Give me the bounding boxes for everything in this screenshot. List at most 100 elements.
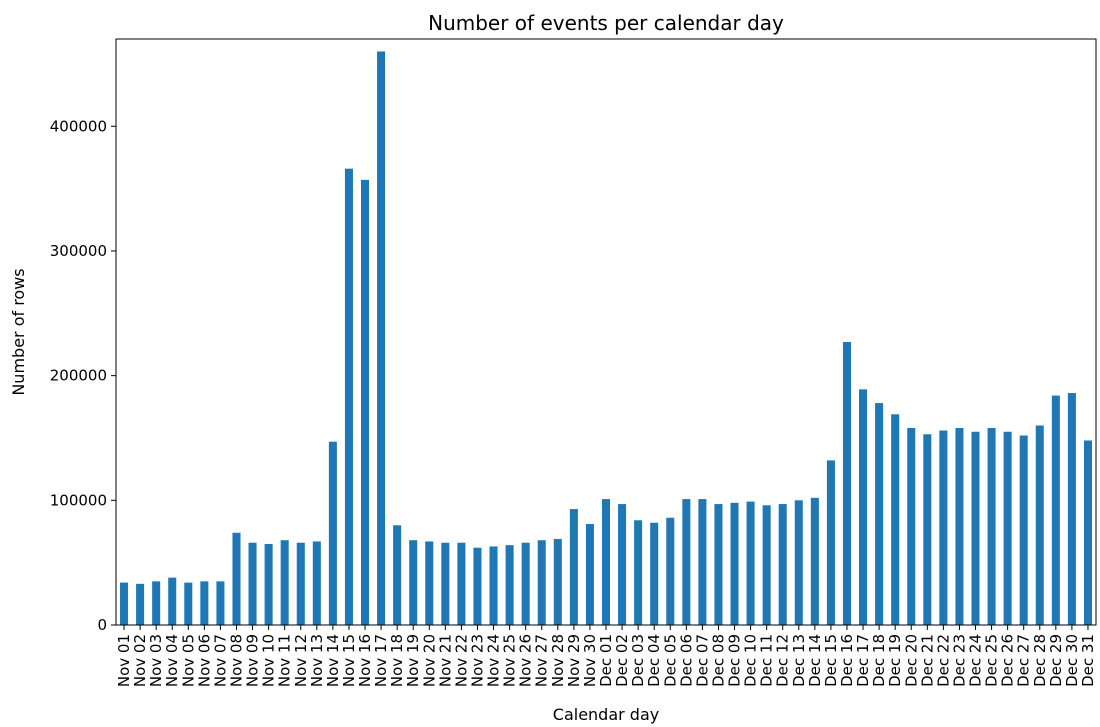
x-tick-label: Nov 03: [147, 634, 165, 687]
bar: [505, 545, 514, 625]
bar: [842, 341, 851, 625]
x-tick-label: Dec 04: [645, 634, 663, 687]
bar: [971, 431, 980, 625]
bar: [312, 541, 321, 625]
bar: [168, 577, 177, 625]
x-tick-label: Nov 29: [565, 634, 583, 687]
x-tick-label: Nov 17: [372, 634, 390, 687]
bar: [650, 522, 659, 625]
bar: [328, 441, 337, 625]
bar: [521, 542, 530, 625]
bar: [810, 497, 819, 625]
bar: [216, 581, 225, 625]
x-tick-label: Dec 22: [934, 634, 952, 687]
y-tick-label: 100000: [50, 491, 107, 509]
x-tick-label: Nov 07: [211, 634, 229, 687]
bar: [698, 499, 707, 625]
x-tick-label: Nov 15: [340, 634, 358, 687]
y-tick-label: 200000: [50, 367, 107, 385]
bar: [553, 538, 562, 625]
bar: [778, 504, 787, 625]
bar: [296, 542, 305, 625]
bar: [1003, 431, 1012, 625]
x-tick-label: Dec 16: [838, 634, 856, 687]
bar: [601, 499, 611, 625]
y-tick-label: 300000: [50, 242, 107, 260]
x-tick-label: Nov 06: [195, 634, 213, 687]
bar: [409, 540, 418, 625]
x-tick-label: Dec 29: [1047, 634, 1065, 687]
x-tick-label: Nov 21: [436, 634, 454, 687]
bar: [746, 501, 755, 625]
x-tick-label: Nov 13: [308, 634, 326, 687]
bar: [939, 430, 948, 625]
x-tick-label: Nov 27: [533, 634, 551, 687]
y-axis-label: Number of rows: [9, 268, 28, 395]
bar: [826, 460, 835, 625]
x-tick-label: Dec 05: [661, 634, 679, 687]
bar: [120, 582, 129, 625]
bar: [377, 51, 386, 626]
bar: [1019, 435, 1028, 625]
x-tick-label: Nov 19: [404, 634, 422, 687]
x-tick-label: Nov 14: [324, 634, 342, 687]
bar: [248, 542, 257, 625]
x-tick-label: Nov 11: [276, 634, 294, 687]
y-tick-label: 0: [97, 616, 107, 634]
x-tick-label: Nov 08: [227, 634, 245, 687]
x-tick-label: Dec 10: [742, 634, 760, 687]
x-tick-label: Nov 22: [452, 634, 470, 687]
bar: [264, 543, 273, 625]
bar: [955, 428, 964, 625]
bars-group: [120, 51, 1092, 626]
bar: [875, 403, 884, 625]
x-tick-label: Nov 01: [115, 634, 133, 687]
bar: [923, 434, 932, 625]
x-tick-label: Dec 26: [999, 634, 1017, 687]
bar: [1035, 425, 1044, 625]
chart-title: Number of events per calendar day: [428, 11, 784, 35]
x-tick-label: Nov 02: [131, 634, 149, 687]
x-tick-label: Dec 02: [613, 634, 631, 687]
bar: [1067, 393, 1076, 625]
x-tick-label: Dec 23: [950, 634, 968, 687]
y-axis: 0 100000 200000 300000 400000: [50, 117, 116, 634]
x-tick-label: Nov 10: [260, 634, 278, 687]
bar: [473, 547, 482, 625]
x-axis-label: Calendar day: [553, 705, 659, 724]
bar: [891, 414, 900, 625]
x-tick-label: Dec 09: [726, 634, 744, 687]
x-tick-label: Dec 07: [693, 634, 711, 687]
x-tick-label: Dec 11: [758, 634, 776, 687]
x-tick-label: Dec 28: [1031, 634, 1049, 687]
x-tick-label: Nov 23: [468, 634, 486, 687]
x-tick-label: Nov 16: [356, 634, 374, 687]
x-tick-label: Nov 25: [501, 634, 519, 687]
bar: [987, 428, 996, 625]
bar: [184, 582, 193, 625]
bar: [200, 581, 209, 625]
x-tick-label: Nov 04: [163, 634, 181, 687]
x-tick-label: Nov 09: [244, 634, 262, 687]
x-tick-label: Dec 03: [629, 634, 647, 687]
x-tick-label: Nov 20: [420, 634, 438, 687]
x-tick-label: Dec 18: [870, 634, 888, 687]
bar: [666, 517, 675, 625]
x-tick-label: Nov 28: [549, 634, 567, 687]
x-tick-label: Nov 05: [179, 634, 197, 687]
bar: [280, 540, 289, 625]
bar: [618, 504, 627, 625]
x-tick-label: Dec 15: [822, 634, 840, 687]
bar: [537, 540, 546, 625]
bar: [152, 581, 161, 625]
bar: [859, 389, 868, 625]
x-tick-label: Dec 17: [854, 634, 872, 687]
x-tick-label: Dec 01: [597, 634, 615, 687]
bar: [1083, 440, 1092, 625]
bar: [682, 499, 691, 625]
x-tick-label: Dec 19: [886, 634, 904, 687]
bar: [714, 504, 723, 625]
bar: [425, 541, 434, 625]
